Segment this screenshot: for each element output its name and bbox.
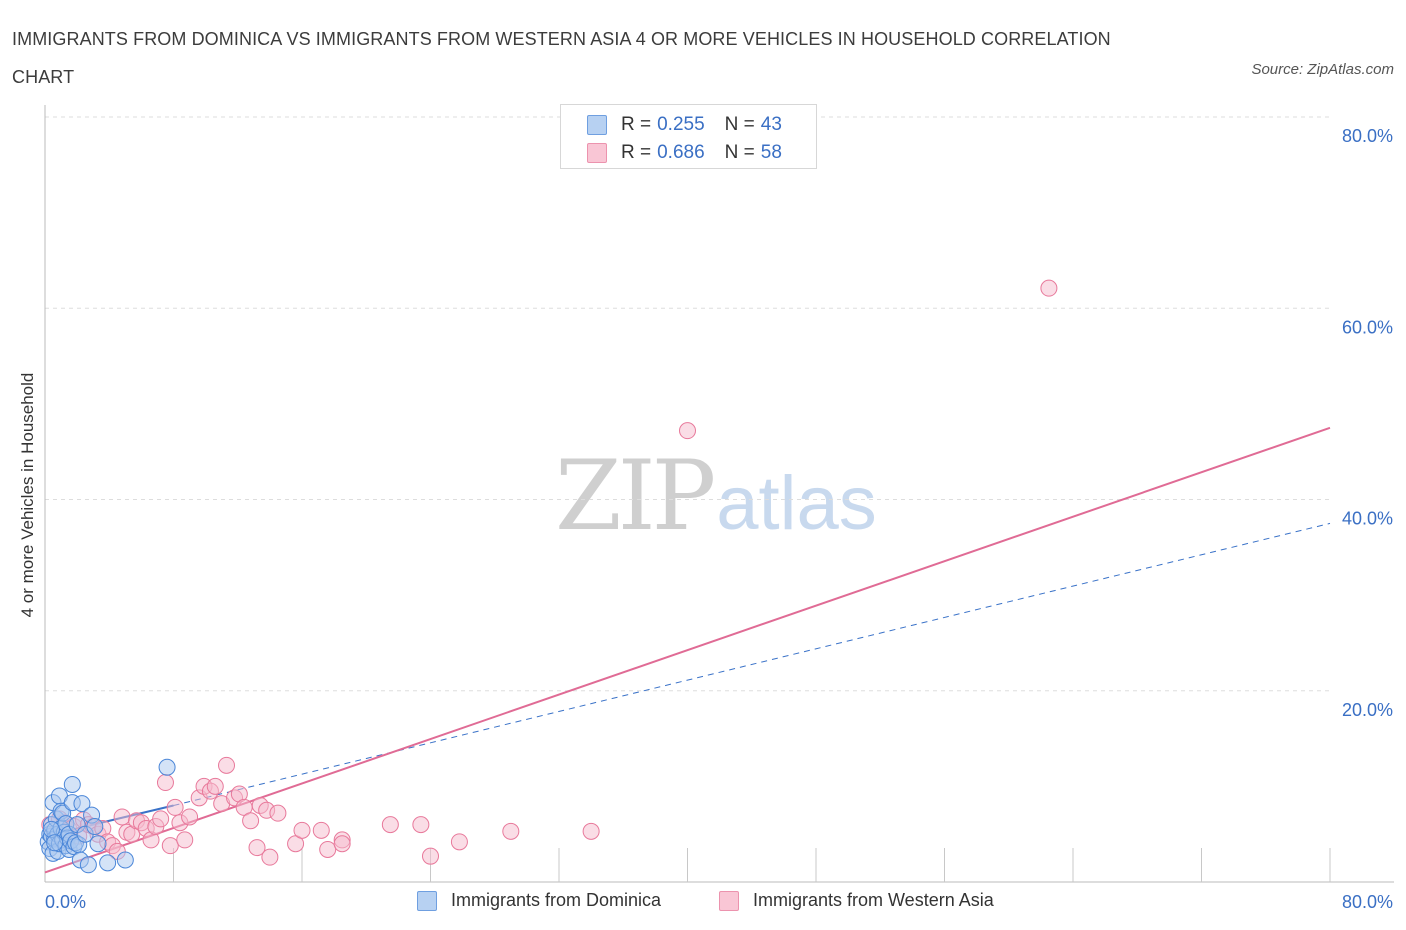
point-western-asia bbox=[319, 840, 337, 858]
chart-title: IMMIGRANTS FROM DOMINICA VS IMMIGRANTS F… bbox=[12, 29, 1111, 87]
legend-r-label: R = bbox=[621, 142, 652, 163]
point-western-asia bbox=[176, 831, 194, 849]
y-tick-label: 60.0% bbox=[1342, 317, 1393, 337]
point-western-asia bbox=[248, 839, 266, 857]
point-western-asia bbox=[166, 798, 184, 816]
legend-r-value: 0.686 bbox=[657, 142, 705, 163]
source-label: Source: ZipAtlas.com bbox=[1251, 61, 1394, 78]
legend-r-label: R = bbox=[621, 114, 652, 135]
point-western-asia bbox=[242, 812, 260, 830]
watermark-zip: ZIP bbox=[555, 440, 716, 552]
watermark: ZIPatlas bbox=[555, 440, 877, 552]
legend-swatch-pink bbox=[587, 143, 607, 163]
point-dominica bbox=[46, 834, 64, 852]
legend-row-western-asia: R = 0.686 N = 58 bbox=[587, 142, 782, 164]
legend-n-label: N = bbox=[724, 114, 755, 135]
data-points bbox=[39, 279, 1058, 874]
point-western-asia bbox=[450, 833, 468, 851]
point-western-asia bbox=[422, 847, 439, 865]
legend-n-value: 58 bbox=[760, 142, 782, 163]
legend-n-value: 43 bbox=[760, 114, 782, 135]
x-tick-label: 0.0% bbox=[45, 892, 86, 912]
bottom-legend-western-asia: Immigrants from Western Asia bbox=[719, 890, 994, 911]
point-dominica bbox=[86, 818, 104, 836]
point-western-asia bbox=[502, 822, 520, 840]
grid-lines bbox=[45, 116, 1330, 692]
point-dominica bbox=[158, 758, 176, 776]
legend-n-label: N = bbox=[724, 142, 755, 163]
point-western-asia bbox=[333, 835, 351, 853]
point-western-asia bbox=[1040, 279, 1058, 297]
bottom-legend-swatch-blue bbox=[417, 890, 437, 911]
point-western-asia bbox=[218, 756, 236, 774]
point-dominica bbox=[89, 835, 107, 853]
tick-labels: 20.0% 40.0% 60.0% 80.0% 0.0% 80.0% bbox=[45, 126, 1393, 912]
y-tick-label: 80.0% bbox=[1342, 126, 1393, 146]
point-western-asia bbox=[161, 837, 179, 855]
y-tick-label: 40.0% bbox=[1342, 509, 1393, 529]
point-dominica bbox=[116, 851, 134, 869]
y-tick-label: 20.0% bbox=[1342, 700, 1393, 720]
point-dominica bbox=[63, 775, 81, 793]
point-western-asia bbox=[156, 774, 174, 792]
point-dominica bbox=[79, 856, 97, 874]
point-western-asia bbox=[261, 848, 279, 866]
legend-swatch-blue bbox=[587, 115, 607, 135]
stats-legend: R = 0.255 N = 43 R = 0.686 N = 58 bbox=[560, 104, 817, 169]
x-tick-label: 80.0% bbox=[1342, 892, 1393, 912]
point-western-asia bbox=[412, 816, 430, 834]
point-western-asia bbox=[679, 422, 696, 440]
point-western-asia bbox=[312, 821, 330, 839]
legend-row-dominica: R = 0.255 N = 43 bbox=[587, 114, 782, 136]
point-western-asia bbox=[206, 777, 224, 795]
point-western-asia bbox=[181, 808, 199, 826]
point-dominica bbox=[99, 854, 117, 872]
axes bbox=[44, 105, 1394, 883]
bottom-legend-label: Immigrants from Dominica bbox=[451, 890, 662, 910]
bottom-legend-label: Immigrants from Western Asia bbox=[753, 890, 994, 910]
point-western-asia bbox=[582, 822, 600, 840]
watermark-atlas: atlas bbox=[716, 461, 877, 546]
point-western-asia bbox=[381, 816, 399, 834]
point-western-asia bbox=[113, 808, 131, 826]
point-western-asia bbox=[152, 810, 170, 828]
point-western-asia bbox=[269, 804, 287, 822]
legend-r-value: 0.255 bbox=[657, 114, 705, 135]
point-western-asia bbox=[293, 821, 311, 839]
bottom-legend-dominica: Immigrants from Dominica bbox=[417, 890, 661, 911]
bottom-legend-swatch-pink bbox=[719, 890, 739, 911]
point-dominica bbox=[73, 795, 91, 813]
trend-dominica-extension bbox=[173, 522, 1331, 806]
